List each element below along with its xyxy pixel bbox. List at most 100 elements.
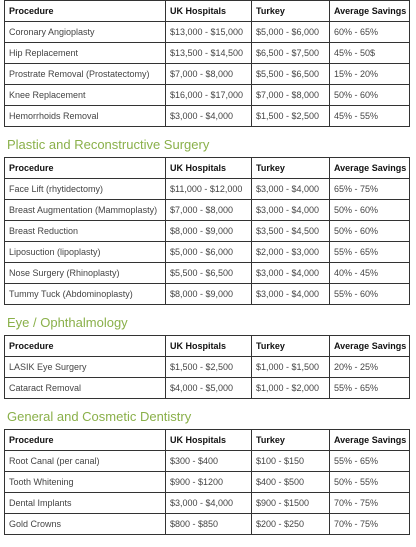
column-header-uk-hospitals: UK Hospitals — [165, 0, 252, 22]
procedure-cell: Dental Implants — [4, 492, 166, 514]
uk-hospitals-cell: $5,500 - $6,500 — [165, 262, 252, 284]
procedure-cell: Gold Crowns — [4, 513, 166, 535]
uk-hospitals-cell: $1,500 - $2,500 — [165, 356, 252, 378]
procedure-cell: Prostrate Removal (Prostatectomy) — [4, 63, 166, 85]
uk-hospitals-cell: $7,000 - $8,000 — [165, 63, 252, 85]
price-table: Procedure UK Hospitals Turkey Average Savin… — [4, 335, 410, 399]
price-table: Procedure UK Hospitals Turkey Average Savin… — [4, 429, 410, 535]
average-savings-cell: 50% - 60% — [329, 199, 410, 221]
procedure-cell: Hip Replacement — [4, 42, 166, 64]
price-table: Procedure UK Hospitals Turkey Average Savin… — [4, 157, 410, 305]
uk-hospitals-cell: $800 - $850 — [165, 513, 252, 535]
average-savings-cell: 45% - 55% — [329, 105, 410, 127]
procedure-cell: Hemorrhoids Removal — [4, 105, 166, 127]
table-row: Prostrate Removal (Prostatectomy) $7,000 … — [4, 63, 410, 85]
column-header-average-savings: Average Savings — [329, 335, 410, 357]
procedure-cell: Tooth Whitening — [4, 471, 166, 493]
table-row: Nose Surgery (Rhinoplasty) $5,500 - $6,50… — [4, 262, 410, 284]
procedure-cell: Liposuction (lipoplasty) — [4, 241, 166, 263]
procedure-cell: Breast Augmentation (Mammoplasty) — [4, 199, 166, 221]
column-header-average-savings: Average Savings — [329, 0, 410, 22]
table-row: Root Canal (per canal) $300 - $400 $100 - … — [4, 450, 410, 472]
average-savings-cell: 55% - 65% — [329, 241, 410, 263]
turkey-cell: $1,500 - $2,500 — [251, 105, 330, 127]
average-savings-cell: 70% - 75% — [329, 492, 410, 514]
column-header-procedure: Procedure — [4, 157, 166, 179]
turkey-cell: $3,000 - $4,000 — [251, 283, 330, 305]
uk-hospitals-cell: $300 - $400 — [165, 450, 252, 472]
table-row: Tooth Whitening $900 - $1200 $400 - $500 50… — [4, 471, 410, 493]
uk-hospitals-cell: $5,000 - $6,000 — [165, 241, 252, 263]
turkey-cell: $5,000 - $6,000 — [251, 21, 330, 43]
uk-hospitals-cell: $8,000 - $9,000 — [165, 220, 252, 242]
turkey-cell: $3,000 - $4,000 — [251, 262, 330, 284]
column-header-turkey: Turkey — [251, 335, 330, 357]
turkey-cell: $7,000 - $8,000 — [251, 84, 330, 106]
average-savings-cell: 20% - 25% — [329, 356, 410, 378]
uk-hospitals-cell: $3,000 - $4,000 — [165, 492, 252, 514]
table-row: Gold Crowns $800 - $850 $200 - $250 70% - 7… — [4, 513, 410, 535]
uk-hospitals-cell: $11,000 - $12,000 — [165, 178, 252, 200]
table-row: Breast Augmentation (Mammoplasty) $7,000 … — [4, 199, 410, 221]
sections-container: Procedure UK Hospitals Turkey Average Savin… — [4, 0, 410, 535]
average-savings-cell: 70% - 75% — [329, 513, 410, 535]
procedure-cell: Face Lift (rhytidectomy) — [4, 178, 166, 200]
average-savings-cell: 65% - 75% — [329, 178, 410, 200]
table-row: Breast Reduction $8,000 - $9,000 $3,500 - … — [4, 220, 410, 242]
section-heading: Eye / Ophthalmology — [7, 315, 128, 330]
average-savings-cell: 55% - 60% — [329, 283, 410, 305]
price-table: Procedure UK Hospitals Turkey Average Savin… — [4, 0, 410, 127]
average-savings-cell: 40% - 45% — [329, 262, 410, 284]
turkey-cell: $3,000 - $4,000 — [251, 199, 330, 221]
table-row: Coronary Angioplasty $13,000 - $15,000 $5,… — [4, 21, 410, 43]
uk-hospitals-cell: $4,000 - $5,000 — [165, 377, 252, 399]
table-row: Cataract Removal $4,000 - $5,000 $1,000 - … — [4, 377, 410, 399]
average-savings-cell: 55% - 65% — [329, 450, 410, 472]
average-savings-cell: 45% - 50$ — [329, 42, 410, 64]
turkey-cell: $200 - $250 — [251, 513, 330, 535]
turkey-cell: $100 - $150 — [251, 450, 330, 472]
section-heading: Plastic and Reconstructive Surgery — [7, 137, 210, 152]
uk-hospitals-cell: $13,000 - $15,000 — [165, 21, 252, 43]
column-header-procedure: Procedure — [4, 335, 166, 357]
procedure-cell: Knee Replacement — [4, 84, 166, 106]
column-header-uk-hospitals: UK Hospitals — [165, 335, 252, 357]
table-row: Knee Replacement $16,000 - $17,000 $7,000 … — [4, 84, 410, 106]
column-header-average-savings: Average Savings — [329, 157, 410, 179]
table-header-row: Procedure UK Hospitals Turkey Average Savin… — [4, 429, 410, 451]
table-header-row: Procedure UK Hospitals Turkey Average Savin… — [4, 335, 410, 357]
uk-hospitals-cell: $900 - $1200 — [165, 471, 252, 493]
table-row: Dental Implants $3,000 - $4,000 $900 - $15… — [4, 492, 410, 514]
turkey-cell: $6,500 - $7,500 — [251, 42, 330, 64]
uk-hospitals-cell: $7,000 - $8,000 — [165, 199, 252, 221]
uk-hospitals-cell: $13,500 - $14,500 — [165, 42, 252, 64]
average-savings-cell: 50% - 60% — [329, 84, 410, 106]
turkey-cell: $1,000 - $1,500 — [251, 356, 330, 378]
turkey-cell: $3,500 - $4,500 — [251, 220, 330, 242]
turkey-cell: $3,000 - $4,000 — [251, 178, 330, 200]
turkey-cell: $2,000 - $3,000 — [251, 241, 330, 263]
table-header-row: Procedure UK Hospitals Turkey Average Savin… — [4, 157, 410, 179]
section-heading: General and Cosmetic Dentistry — [7, 409, 192, 424]
table-row: Face Lift (rhytidectomy) $11,000 - $12,00… — [4, 178, 410, 200]
column-header-turkey: Turkey — [251, 429, 330, 451]
table-row: Tummy Tuck (Abdominoplasty) $8,000 - $9,0… — [4, 283, 410, 305]
table-row: Hip Replacement $13,500 - $14,500 $6,500 -… — [4, 42, 410, 64]
procedure-cell: Cataract Removal — [4, 377, 166, 399]
average-savings-cell: 60% - 65% — [329, 21, 410, 43]
turkey-cell: $900 - $1500 — [251, 492, 330, 514]
column-header-uk-hospitals: UK Hospitals — [165, 157, 252, 179]
procedure-cell: Nose Surgery (Rhinoplasty) — [4, 262, 166, 284]
turkey-cell: $1,000 - $2,000 — [251, 377, 330, 399]
turkey-cell: $400 - $500 — [251, 471, 330, 493]
procedure-cell: Root Canal (per canal) — [4, 450, 166, 472]
uk-hospitals-cell: $3,000 - $4,000 — [165, 105, 252, 127]
column-header-uk-hospitals: UK Hospitals — [165, 429, 252, 451]
average-savings-cell: 15% - 20% — [329, 63, 410, 85]
column-header-turkey: Turkey — [251, 0, 330, 22]
uk-hospitals-cell: $16,000 - $17,000 — [165, 84, 252, 106]
column-header-average-savings: Average Savings — [329, 429, 410, 451]
procedure-cell: Coronary Angioplasty — [4, 21, 166, 43]
table-row: Hemorrhoids Removal $3,000 - $4,000 $1,500… — [4, 105, 410, 127]
